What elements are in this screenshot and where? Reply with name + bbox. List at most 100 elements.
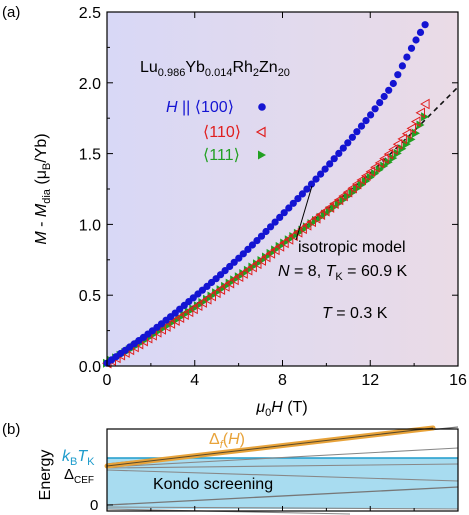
data-point bbox=[224, 277, 235, 289]
x-axis-label: μ0H (T) bbox=[255, 399, 307, 419]
data-point bbox=[406, 123, 416, 134]
data-point bbox=[262, 227, 270, 236]
legend-entry-111: ⟨111⟩ bbox=[203, 147, 240, 164]
data-point bbox=[306, 216, 316, 228]
data-point bbox=[274, 241, 285, 252]
data-point bbox=[347, 182, 357, 194]
data-point bbox=[221, 267, 229, 275]
x-tick-label: 16 bbox=[449, 372, 467, 389]
panel-b-x-ticks bbox=[106, 506, 459, 511]
data-point bbox=[275, 241, 284, 251]
data-point bbox=[356, 174, 366, 186]
y-axis-label: M - Mdia (μB/Yb) bbox=[33, 133, 53, 244]
cef-level-5 bbox=[106, 486, 459, 506]
data-point bbox=[360, 170, 371, 182]
data-point bbox=[179, 309, 189, 321]
data-point bbox=[298, 190, 306, 198]
data-point bbox=[394, 71, 402, 79]
cef-level-4 bbox=[106, 469, 459, 482]
data-point bbox=[320, 205, 330, 217]
data-point bbox=[333, 194, 344, 206]
data-point bbox=[247, 261, 257, 273]
data-point bbox=[375, 165, 384, 175]
data-point bbox=[161, 321, 171, 332]
cef-level-3 bbox=[106, 463, 459, 469]
data-point bbox=[265, 248, 276, 259]
series-100 bbox=[103, 21, 429, 367]
legend-marker-111 bbox=[258, 150, 266, 160]
data-point bbox=[421, 21, 429, 29]
data-point bbox=[310, 212, 321, 224]
data-point bbox=[242, 264, 253, 276]
x-tick-label: 4 bbox=[190, 372, 199, 389]
data-point bbox=[307, 180, 316, 188]
temperature-label: T = 0.3 K bbox=[322, 305, 388, 322]
data-point bbox=[233, 271, 244, 283]
data-point bbox=[188, 303, 198, 315]
data-point bbox=[165, 318, 176, 329]
data-point bbox=[353, 128, 361, 136]
y-tick-label: 1.5 bbox=[79, 147, 101, 164]
kondo-screening-label: Kondo screening bbox=[153, 476, 273, 493]
x-tick-label: 0 bbox=[103, 372, 112, 389]
data-point bbox=[238, 268, 248, 279]
data-point bbox=[321, 165, 329, 173]
data-point bbox=[389, 79, 397, 88]
y-tick-label: 0.0 bbox=[79, 359, 101, 376]
data-point bbox=[285, 204, 293, 212]
data-point bbox=[203, 294, 211, 304]
data-point bbox=[342, 186, 353, 198]
x-tick-label: 12 bbox=[361, 372, 379, 389]
data-point bbox=[260, 251, 271, 263]
data-point bbox=[243, 265, 252, 275]
data-point bbox=[225, 278, 234, 288]
data-point bbox=[367, 111, 375, 119]
data-point bbox=[315, 209, 326, 221]
annotation-pointer bbox=[295, 185, 313, 241]
data-point bbox=[407, 44, 416, 52]
y-tick-label: 2.0 bbox=[79, 76, 101, 93]
data-point bbox=[415, 107, 425, 119]
data-point bbox=[380, 92, 388, 101]
data-point bbox=[388, 144, 398, 155]
data-point bbox=[371, 105, 379, 113]
data-point bbox=[220, 281, 230, 292]
data-point bbox=[244, 245, 252, 253]
legend-marker-110 bbox=[255, 126, 266, 138]
delta-f-core bbox=[106, 427, 434, 467]
cef-level-2 bbox=[106, 447, 459, 468]
data-point bbox=[257, 232, 266, 240]
legend: H || ⟨100⟩ ⟨110⟩ ⟨111⟩ bbox=[166, 99, 266, 164]
data-point bbox=[256, 255, 266, 266]
panel-a-plot-background bbox=[107, 12, 458, 366]
panel-b-tag: (b) bbox=[2, 421, 20, 438]
data-point bbox=[201, 293, 212, 305]
data-point bbox=[312, 175, 320, 183]
data-point bbox=[335, 149, 343, 157]
data-point bbox=[376, 99, 384, 107]
data-point bbox=[351, 178, 362, 190]
data-point bbox=[180, 310, 189, 320]
data-point bbox=[251, 258, 262, 270]
data-point bbox=[234, 272, 243, 282]
data-point bbox=[420, 98, 430, 110]
data-point bbox=[267, 223, 275, 231]
data-point bbox=[317, 170, 325, 178]
x-axis: 0 4 8 12 16 bbox=[103, 12, 467, 389]
data-point bbox=[326, 160, 334, 168]
legend-entry-100: H || ⟨100⟩ bbox=[166, 99, 234, 116]
data-point bbox=[235, 254, 243, 262]
data-point bbox=[215, 284, 226, 295]
data-point bbox=[226, 262, 234, 271]
data-point bbox=[253, 259, 261, 269]
data-point bbox=[374, 157, 385, 169]
data-point bbox=[230, 258, 238, 266]
data-point bbox=[297, 223, 307, 235]
data-point bbox=[170, 315, 180, 326]
data-point bbox=[289, 199, 297, 207]
annotation-line2: N = 8, TK = 60.9 K bbox=[278, 263, 408, 283]
data-point bbox=[383, 148, 394, 160]
data-point bbox=[370, 161, 380, 173]
data-point bbox=[174, 312, 185, 324]
